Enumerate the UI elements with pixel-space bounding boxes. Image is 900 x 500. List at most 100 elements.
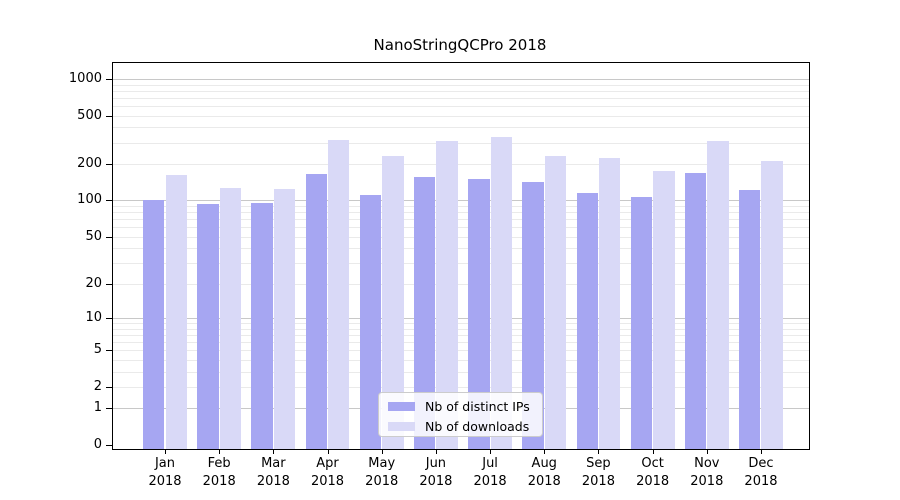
gridline-minor-70 [113, 219, 809, 221]
x-tick-label-mar: Mar 2018 [241, 455, 305, 491]
gridline-minor-40 [113, 248, 809, 250]
y-tick-100 [106, 200, 112, 202]
gridline-minor-300 [113, 142, 809, 144]
bar-distinct-ips-mar [251, 203, 273, 449]
x-label-year: 2018 [310, 474, 345, 489]
x-label-month: May [368, 456, 396, 471]
x-label-month: Mar [261, 456, 286, 471]
bar-downloads-sep [598, 158, 621, 449]
x-tick-jun [435, 449, 437, 454]
x-tick-label-dec: Dec 2018 [729, 455, 793, 491]
x-tick-label-jun: Jun 2018 [404, 455, 468, 491]
legend-swatch-downloads [388, 421, 415, 431]
x-tick-nov [706, 449, 708, 454]
x-label-year: 2018 [690, 474, 724, 489]
legend-row-downloads: Nb of downloads [379, 417, 542, 435]
bar-downloads-dec [761, 161, 783, 449]
x-tick-aug [544, 449, 546, 454]
x-tick-label-feb: Feb 2018 [187, 455, 251, 491]
chart-title: NanoStringQCPro 2018 [373, 36, 547, 54]
gridline-major-10 [113, 317, 809, 319]
x-tick-dec [760, 449, 762, 454]
y-tick-label-0: 0 [93, 437, 102, 452]
gridline-minor-30 [113, 263, 809, 265]
gridline-minor-90 [113, 205, 809, 207]
bar-downloads-feb [219, 187, 242, 449]
x-tick-label-oct: Oct 2018 [621, 455, 685, 491]
x-label-month: Nov [694, 456, 720, 471]
y-tick-200 [106, 164, 112, 165]
x-label-year: 2018 [202, 474, 236, 489]
legend-row-distinct-ips: Nb of distinct IPs [379, 397, 542, 415]
x-label-month: Aug [531, 456, 557, 471]
gridline-minor-7 [113, 334, 809, 336]
bar-distinct-ips-aug [522, 182, 544, 449]
bar-distinct-ips-jul [468, 178, 490, 449]
x-tick-label-jul: Jul 2018 [458, 455, 522, 491]
x-label-month: Dec [748, 456, 774, 471]
bar-downloads-oct [653, 170, 675, 449]
x-label-month: Oct [641, 456, 664, 471]
bar-downloads-jan [165, 174, 187, 449]
x-tick-label-jan: Jan 2018 [133, 455, 197, 491]
gridline-minor-200 [113, 164, 809, 165]
bar-downloads-nov [707, 141, 729, 449]
bar-downloads-jul [490, 136, 512, 449]
bar-distinct-ips-oct [630, 196, 653, 449]
gridline-minor-600 [113, 105, 809, 107]
x-label-year: 2018 [419, 474, 453, 489]
y-tick-1000 [106, 78, 112, 80]
gridline-minor-8 [113, 328, 809, 330]
x-tick-apr [327, 449, 329, 454]
y-tick-label-10: 10 [85, 309, 102, 325]
bar-downloads-mar [273, 188, 296, 449]
gridline-minor-700 [113, 97, 809, 99]
y-tick-label-20: 20 [85, 275, 102, 291]
x-label-year: 2018 [365, 474, 399, 489]
bar-distinct-ips-jun [414, 177, 436, 449]
gridline-minor-80 [113, 212, 809, 214]
gridline-minor-2 [113, 386, 809, 388]
bar-downloads-jun [436, 140, 458, 449]
x-label-year: 2018 [636, 474, 670, 489]
y-tick-10 [106, 317, 112, 319]
bar-distinct-ips-jan [143, 200, 165, 449]
y-tick-500 [106, 115, 112, 117]
gridline-minor-3 [113, 371, 809, 373]
gridline-minor-20 [113, 283, 809, 285]
gridline-minor-60 [113, 227, 809, 229]
bar-downloads-aug [544, 156, 567, 449]
x-tick-jul [490, 449, 492, 454]
x-tick-may [381, 449, 383, 454]
x-tick-jan [165, 449, 166, 454]
x-tick-feb [219, 449, 221, 454]
y-tick-label-1000: 1000 [68, 70, 102, 86]
gridline-minor-800 [113, 90, 809, 92]
x-label-year: 2018 [148, 474, 182, 489]
y-tick-20 [106, 283, 112, 285]
y-tick-label-200: 200 [77, 156, 102, 171]
gridline-minor-500 [113, 115, 809, 117]
x-label-month: Jan [154, 456, 176, 471]
gridline-minor-400 [113, 127, 809, 129]
legend: Nb of distinct IPs Nb of downloads [378, 392, 543, 437]
bar-distinct-ips-nov [684, 172, 707, 449]
gridline-minor-50 [113, 236, 809, 238]
gridline-minor-5 [113, 350, 809, 352]
x-label-month: Jul [482, 456, 498, 471]
bar-distinct-ips-dec [739, 190, 761, 449]
bar-distinct-ips-sep [576, 193, 598, 449]
x-label-month: Apr [316, 456, 339, 471]
x-tick-label-aug: Aug 2018 [512, 455, 576, 491]
x-tick-sep [598, 449, 600, 454]
bar-distinct-ips-may [359, 194, 382, 449]
x-label-year: 2018 [744, 474, 778, 489]
bar-distinct-ips-apr [305, 173, 328, 449]
y-tick-label-2: 2 [93, 378, 102, 394]
y-tick-label-50: 50 [85, 228, 102, 244]
legend-label-downloads: Nb of downloads [425, 418, 530, 434]
y-tick-label-5: 5 [93, 342, 102, 358]
gridline-minor-9 [113, 323, 809, 324]
x-tick-mar [273, 449, 275, 454]
gridline-minor-4 [113, 359, 809, 361]
